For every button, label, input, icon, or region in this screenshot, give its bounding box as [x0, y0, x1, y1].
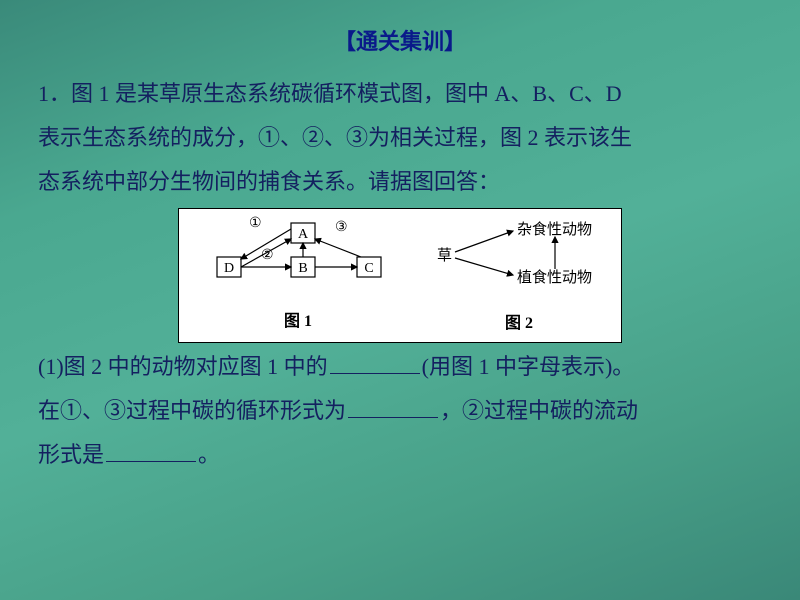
svg-text:A: A [298, 227, 309, 242]
diagram-row: A B C D ① ② ③ 图 1 草 杂食性动物植食性动物 [38, 208, 762, 343]
svg-text:杂食性动物: 杂食性动物 [517, 221, 592, 238]
svg-text:③: ③ [335, 220, 348, 235]
svg-text:草: 草 [437, 247, 452, 264]
sub-question-1: (1)图 2 中的动物对应图 1 中的 (用图 1 中字母表示)。 在①、③过程中… [38, 345, 762, 477]
q1s1-a: (1)图 2 中的动物对应图 1 中的 [38, 354, 328, 379]
figure-1: A B C D ① ② ③ 图 1 [193, 215, 403, 338]
q1s3-a: 形式是 [38, 442, 104, 467]
svg-text:D: D [224, 261, 234, 276]
fig1-label: 图 1 [193, 306, 403, 338]
svg-text:①: ① [249, 216, 262, 231]
section-heading: 【通关集训】 [38, 20, 762, 64]
fig1-svg: A B C D ① ② ③ [193, 215, 403, 289]
diagram-box: A B C D ① ② ③ 图 1 草 杂食性动物植食性动物 [178, 208, 622, 343]
svg-text:B: B [298, 261, 307, 276]
q1-line3: 态系统中部分生物间的捕食关系。请据图回答： [38, 169, 500, 194]
q1-line1: 1．图 1 是某草原生态系统碳循环模式图，图中 A、B、C、D [38, 81, 622, 106]
q1s3-b: 。 [198, 442, 220, 467]
fig2-label: 图 2 [431, 308, 607, 340]
q1s2-a: 在①、③过程中碳的循环形式为 [38, 398, 346, 423]
q1s1-b: (用图 1 中字母表示)。 [422, 354, 635, 379]
q1-line2: 表示生态系统的成分，①、②、③为相关过程，图 2 表示该生 [38, 125, 632, 150]
svg-text:②: ② [261, 248, 274, 263]
blank-2 [348, 395, 438, 418]
question-stem: 1．图 1 是某草原生态系统碳循环模式图，图中 A、B、C、D 表示生态系统的成… [38, 72, 762, 204]
svg-text:C: C [364, 261, 373, 276]
fig2-svg: 草 杂食性动物植食性动物 [431, 215, 607, 291]
blank-3 [106, 439, 196, 462]
svg-text:植食性动物: 植食性动物 [517, 269, 592, 286]
slide-content: 【通关集训】 1．图 1 是某草原生态系统碳循环模式图，图中 A、B、C、D 表… [0, 0, 800, 477]
blank-1 [330, 351, 420, 374]
q1s2-b: ，②过程中碳的流动 [440, 398, 638, 423]
figure-2: 草 杂食性动物植食性动物 图 2 [431, 215, 607, 340]
